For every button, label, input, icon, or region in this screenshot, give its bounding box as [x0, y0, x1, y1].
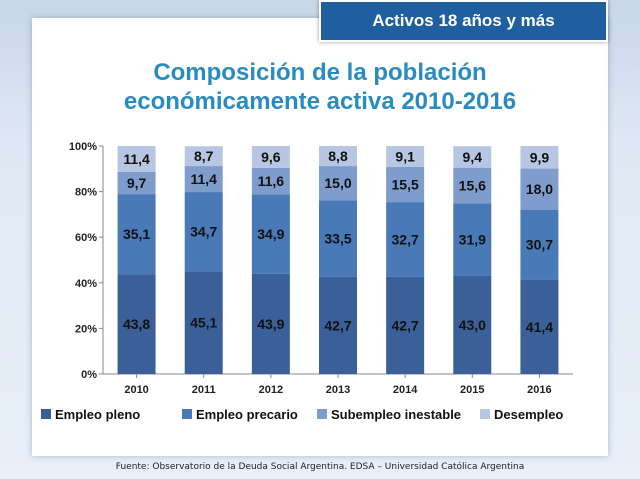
data-label: 42,7 [392, 317, 419, 333]
bar-segment [117, 274, 156, 374]
y-tick-label: 20% [75, 323, 97, 335]
legend-swatch [182, 409, 192, 419]
x-tick-label: 2015 [460, 384, 484, 396]
data-label: 42,7 [324, 317, 351, 333]
data-label: 43,8 [123, 316, 150, 332]
legend-label: Desempleo [494, 407, 563, 422]
data-label: 45,1 [190, 315, 217, 331]
population-tag-label: Activos 18 años y más [372, 11, 555, 30]
bar-segment [386, 276, 425, 374]
data-label: 32,7 [392, 231, 419, 247]
legend-label: Subempleo inestable [331, 407, 461, 422]
bar-segment [184, 146, 223, 167]
bar-segment [184, 166, 223, 193]
data-label: 8,7 [194, 148, 214, 164]
data-label: 9,6 [261, 149, 281, 165]
bar-segment [251, 146, 290, 168]
data-label: 18,0 [526, 181, 553, 197]
data-label: 11,4 [190, 171, 217, 187]
data-label: 11,6 [258, 173, 285, 189]
bar-segment [184, 271, 223, 374]
bar-segment [520, 209, 559, 280]
bar-segment [453, 203, 492, 276]
y-tick-label: 100% [69, 141, 97, 153]
legend-label: Empleo precario [196, 407, 298, 422]
bar-segment [453, 167, 492, 204]
bar-segment [319, 166, 357, 201]
bar-segment [453, 275, 492, 374]
y-tick-label: 60% [75, 232, 97, 244]
y-tick-label: 0% [81, 369, 97, 381]
x-tick-label: 2013 [326, 384, 350, 396]
bar-segment [520, 168, 559, 210]
bar-segment [319, 276, 357, 374]
data-label: 9,4 [463, 149, 483, 165]
data-label: 15,5 [392, 176, 419, 192]
data-label: 43,0 [459, 317, 486, 333]
chart-title: Composición de la población económicamen… [32, 58, 608, 116]
legend-swatch [41, 409, 51, 419]
bar-segment [386, 166, 425, 203]
bar-segment [251, 194, 290, 274]
bar-segment [453, 146, 492, 168]
y-tick-label: 40% [75, 278, 97, 290]
bar-segment [386, 146, 425, 167]
population-tag: Activos 18 años y más [319, 0, 608, 42]
source-note: Fuente: Observatorio de la Deuda Social … [115, 462, 525, 472]
data-label: 35,1 [123, 226, 150, 242]
chart-title-line-2: económicamente activa 2010-2016 [123, 88, 517, 115]
data-label: 9,9 [530, 149, 550, 165]
data-label: 30,7 [526, 237, 553, 253]
y-tick-label: 80% [75, 187, 97, 199]
data-label: 34,9 [257, 226, 284, 242]
x-tick-label: 2012 [259, 384, 283, 396]
bar-segment [251, 167, 290, 195]
x-tick-label: 2010 [124, 384, 148, 396]
data-label: 34,7 [190, 224, 217, 240]
x-tick-label: 2014 [393, 384, 418, 396]
bar-segment [117, 171, 156, 195]
data-label: 15,0 [324, 175, 351, 191]
bar-segment [117, 194, 156, 275]
chart-title-line-1: Composición de la población [153, 59, 487, 86]
bar-segment [520, 279, 559, 374]
x-tick-label: 2016 [527, 384, 551, 396]
bar-segment [520, 146, 559, 169]
data-label: 31,9 [459, 232, 486, 248]
bar-segment [184, 192, 223, 272]
bar-segment [251, 273, 290, 374]
data-label: 43,9 [257, 316, 284, 332]
x-tick-label: 2011 [192, 384, 216, 396]
data-label: 9,7 [127, 175, 147, 191]
bar-segment [386, 202, 425, 277]
legend-swatch [480, 409, 490, 419]
data-label: 8,8 [328, 148, 348, 164]
data-label: 33,5 [324, 230, 351, 246]
data-label: 9,1 [395, 148, 415, 164]
data-label: 11,4 [123, 151, 150, 167]
bar-segment [117, 146, 156, 172]
bar-segment [319, 146, 357, 167]
legend-swatch [317, 409, 327, 419]
legend-label: Empleo pleno [55, 407, 140, 422]
data-label: 15,6 [459, 177, 486, 193]
bar-segment [319, 200, 357, 277]
data-label: 41,4 [526, 319, 553, 335]
